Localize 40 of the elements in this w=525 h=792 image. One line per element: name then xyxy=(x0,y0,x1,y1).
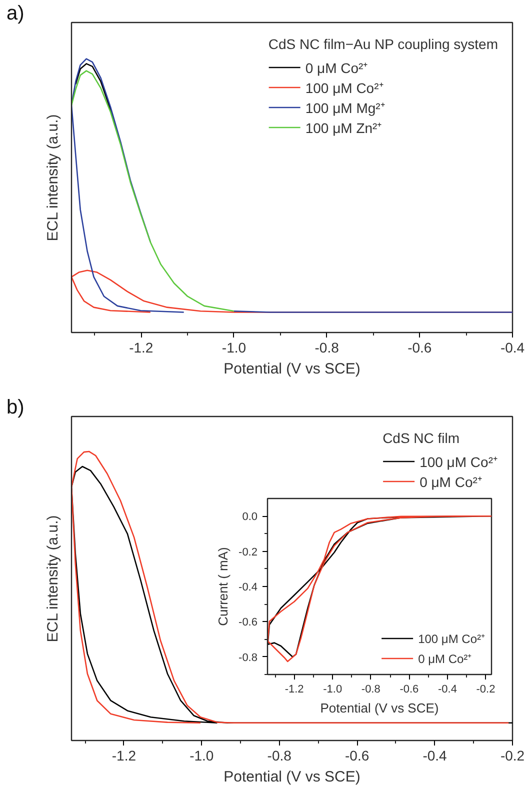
x-tick-label: -0.4 xyxy=(438,684,457,696)
x-tick-label: -0.4 xyxy=(500,340,525,356)
x-tick-label: -1.0 xyxy=(190,748,214,764)
y-axis-title: ECL intensity (a.u.) xyxy=(44,515,62,642)
x-axis-title: Potential (V vs SCE) xyxy=(224,360,360,378)
y-tick-label: -0.8 xyxy=(238,652,258,664)
x-tick-label: -1.2 xyxy=(284,684,304,696)
x-tick-label: -0.8 xyxy=(267,748,292,764)
x-tick-label: -0.8 xyxy=(314,340,340,356)
text: a) xyxy=(6,2,24,24)
y-tick-label: -0.2 xyxy=(238,546,258,558)
y-tick-label: -0.4 xyxy=(238,582,258,594)
x-tick-label: -1.0 xyxy=(222,340,246,356)
x-axis-title: Potential (V vs SCE) xyxy=(320,700,439,716)
legend-title: CdS NC film xyxy=(382,430,461,446)
legend-label: 0 μM Co²⁺ xyxy=(418,650,472,666)
legend-label: 0 μM Co²⁺ xyxy=(305,58,368,76)
legend-label: 100 μM Mg²⁺ xyxy=(305,98,386,116)
y-tick-label: -0.6 xyxy=(238,616,258,629)
x-tick-label: -0.6 xyxy=(408,340,432,356)
x-tick-label: -0.6 xyxy=(400,684,419,696)
legend-title: CdS NC film−Au NP coupling system xyxy=(268,36,498,52)
x-axis-title: Potential (V vs SCE) xyxy=(224,768,360,786)
y-axis-title: ECL intensity (a.u.) xyxy=(44,114,62,242)
legend-label: 100 μM Co²⁺ xyxy=(305,78,384,96)
x-tick-label: -1.2 xyxy=(129,340,154,356)
text: b) xyxy=(6,396,24,418)
y-tick-label: 0.0 xyxy=(242,511,258,524)
x-tick-label: -0.4 xyxy=(422,748,448,764)
x-tick-label: -1.0 xyxy=(323,684,342,696)
legend-label: 100 μM Zn²⁺ xyxy=(305,118,382,136)
legend-label: 100 μM Co²⁺ xyxy=(418,630,485,646)
legend-label: 0 μM Co²⁺ xyxy=(420,472,482,490)
legend-label: 100 μM Co²⁺ xyxy=(420,452,498,470)
x-tick-label: -1.2 xyxy=(112,748,136,764)
y-axis-title: Current ( mA) xyxy=(216,547,231,626)
x-tick-label: -0.2 xyxy=(500,748,525,764)
x-tick-label: -0.2 xyxy=(476,684,496,696)
x-tick-label: -0.6 xyxy=(345,748,370,764)
x-tick-label: -0.8 xyxy=(361,684,380,696)
